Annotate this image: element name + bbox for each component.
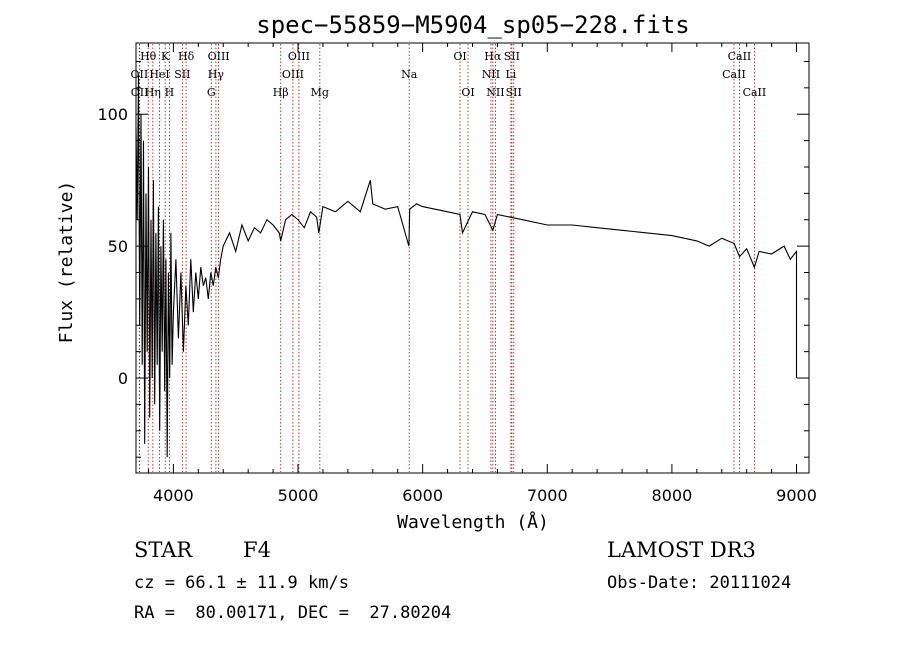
line-marker-label-25: NII [486,86,504,99]
coordinates: RA = 80.00171, DEC = 27.80204 [134,603,452,623]
line-marker-label-10: HeI [149,68,169,81]
line-marker-label-27: CaII [743,86,767,99]
object-subclass: F4 [243,538,271,562]
line-marker-label-4: OIII [288,50,310,63]
chart-title: spec−55859−M5904_sp05−228.fits [256,11,689,39]
line-marker-label-6: Hα [484,50,502,63]
line-marker-label-2: Hδ [178,50,195,63]
line-marker-label-14: Na [401,68,418,81]
line-marker-label-8: CaII [728,50,752,63]
line-marker-label-19: Hη [145,86,161,99]
y-axis-label: Flux (relative) [56,181,77,344]
x-tick-label: 7000 [527,486,568,505]
line-marker-label-3: OIII [208,50,230,63]
x-tick-label: 9000 [776,486,817,505]
line-marker-label-13: OIII [282,68,304,81]
line-marker-label-21: G [207,86,216,99]
line-marker-label-15: NII [482,68,500,81]
obs-date: Obs-Date: 20111024 [607,573,792,593]
line-marker-label-16: Li [505,68,516,81]
axes: 4000 5000 6000 7000 8000 9000 0 50 100 [97,43,817,505]
line-marker-label-0: Hθ [140,50,157,63]
redshift-readout: cz = 66.1 ± 11.9 km/s [134,573,349,593]
x-tick-label: 5000 [278,486,319,505]
x-tick-label: 8000 [652,486,693,505]
spectrum-line [135,74,798,458]
line-marker-label-22: Hβ [273,86,289,99]
survey-label: LAMOST DR3 [607,538,756,562]
x-axis-label: Wavelength (Å) [397,511,549,533]
plot-frame [135,42,810,474]
line-marker-label-12: Hγ [208,68,225,81]
object-class: STAR [134,538,193,562]
y-tick-label: 100 [97,105,128,124]
line-marker-label-1: K [161,50,170,63]
line-marker-label-18: OII [131,86,149,99]
line-marker-label-7: SII [504,50,520,63]
y-tick-label: 0 [118,369,128,388]
line-marker-label-17: CaII [722,68,746,81]
line-marker-label-5: OI [453,50,466,63]
line-marker-label-23: Mg [311,86,329,99]
y-tick-label: 50 [108,237,128,256]
line-marker-label-9: OII [131,68,149,81]
line-marker-label-24: OI [461,86,474,99]
line-marker-label-20: H [165,86,175,99]
line-marker-label-11: SII [174,68,190,81]
x-tick-label: 6000 [402,486,443,505]
line-marker-label-26: SII [506,86,522,99]
x-tick-label: 4000 [153,486,194,505]
